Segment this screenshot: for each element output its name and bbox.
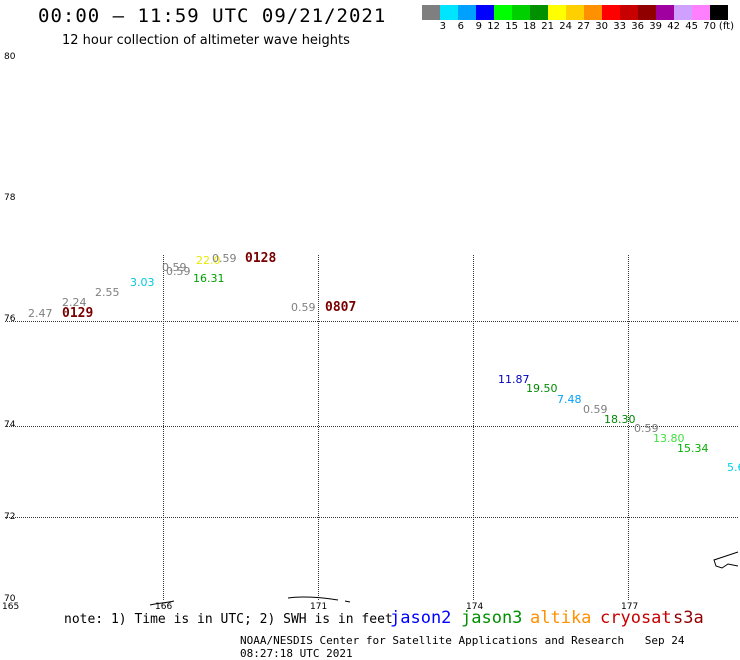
lon-label-174: 174 <box>466 602 484 612</box>
color-legend-ticks: 3 6 9 12 15 18 21 24 27 30 33 36 39 42 45 70 (ft) <box>422 21 740 33</box>
legend-tick-label: 42 <box>667 21 680 32</box>
wave-height-label: 0.59 <box>162 261 187 274</box>
wave-height-label: 13.80 <box>653 432 685 445</box>
map-title: 00:00 – 11:59 UTC 09/21/2021 <box>38 5 387 27</box>
legend-swatch <box>512 5 530 20</box>
satellite-label-jason3: jason3 <box>461 608 523 628</box>
wave-height-label: 18.30 <box>604 413 636 426</box>
legend-swatch <box>674 5 692 20</box>
legend-swatch <box>692 5 710 20</box>
legend-swatch <box>548 5 566 20</box>
wave-height-label: 2.24 <box>62 296 87 309</box>
lon-label-171: 171 <box>310 602 328 612</box>
legend-swatch <box>656 5 674 20</box>
satellite-label-altika: altika <box>530 608 592 628</box>
wave-height-label: 7.48 <box>557 393 582 406</box>
pass-time-label: 0128 <box>245 251 277 266</box>
legend-swatch <box>530 5 548 20</box>
legend-swatch <box>422 5 440 20</box>
wave-height-label: 3.03 <box>130 276 155 289</box>
legend-tick-label: 24 <box>559 21 572 32</box>
legend-tick-label: 18 <box>523 21 536 32</box>
legend-tick-label: 15 <box>505 21 518 32</box>
legend-tick-label: 36 <box>631 21 644 32</box>
wave-height-label: 0.59 <box>634 422 659 435</box>
lat-label-76: 76 <box>4 314 16 324</box>
grid-line-lon-166 <box>163 255 164 600</box>
grid-line-lon-177 <box>628 255 629 600</box>
legend-swatch <box>620 5 638 20</box>
grid-line-lat-76 <box>5 321 738 322</box>
legend-tick-label: 30 <box>595 21 608 32</box>
wave-height-label: 16.31 <box>193 272 225 285</box>
wave-height-label: 15.34 <box>677 442 709 455</box>
legend-tick-label: 3 <box>439 21 446 32</box>
legend-swatch <box>584 5 602 20</box>
credit-line: NOAA/NESDIS Center for Satellite Applica… <box>240 634 740 660</box>
credit-text: NOAA/NESDIS Center for Satellite Applica… <box>240 634 625 647</box>
legend-swatch <box>710 5 728 20</box>
wave-height-label: 0.59 <box>291 301 316 314</box>
legend-tick-label: 9 <box>475 21 482 32</box>
grid-line-lat-74 <box>5 426 738 427</box>
legend-tick-label: 45 <box>685 21 698 32</box>
color-legend <box>422 5 728 20</box>
lat-label-74: 74 <box>4 420 16 430</box>
grid-line-lon-174 <box>473 255 474 600</box>
lat-label-78: 78 <box>4 193 16 203</box>
wave-height-label: 5.6 <box>727 461 740 474</box>
satellite-label-s3a: s3a <box>673 608 704 628</box>
legend-tick-label: (ft) <box>718 21 734 32</box>
wave-height-label: 11.87 <box>498 373 530 386</box>
legend-tick-label: 27 <box>577 21 590 32</box>
lat-label-70: 70 <box>4 594 16 604</box>
legend-swatch <box>638 5 656 20</box>
legend-tick-label: 12 <box>487 21 500 32</box>
lon-label-166: 166 <box>155 602 173 612</box>
wave-height-label: 0.59 <box>583 403 608 416</box>
legend-tick-label: 70 <box>703 21 716 32</box>
map-subtitle: 12 hour collection of altimeter wave hei… <box>62 33 350 48</box>
wave-height-label: 2.55 <box>95 286 120 299</box>
legend-swatch <box>476 5 494 20</box>
grid-line-lat-72 <box>5 517 738 518</box>
legend-tick-label: 21 <box>541 21 554 32</box>
wave-height-label: 2.47 <box>28 307 53 320</box>
legend-swatch <box>566 5 584 20</box>
pass-time-label: 0129 <box>62 306 94 321</box>
legend-swatch <box>440 5 458 20</box>
satellite-label-cryosat: cryosat <box>600 608 672 628</box>
wave-height-label: 22.0 <box>196 254 221 267</box>
wave-height-label: 0.59 <box>212 252 237 265</box>
lon-label-177: 177 <box>621 602 639 612</box>
legend-tick-label: 39 <box>649 21 662 32</box>
legend-swatch <box>458 5 476 20</box>
legend-swatch <box>494 5 512 20</box>
wave-height-label: 0.59 <box>166 265 191 278</box>
legend-tick-label: 6 <box>457 21 464 32</box>
lon-label-165: 165 <box>2 602 20 612</box>
legend-swatch <box>602 5 620 20</box>
grid-line-lon-171 <box>318 255 319 600</box>
pass-time-label: 0807 <box>325 300 357 315</box>
lat-label-80: 80 <box>4 52 16 62</box>
footer-note: note: 1) Time is in UTC; 2) SWH is in fe… <box>64 612 393 627</box>
legend-tick-label: 33 <box>613 21 626 32</box>
wave-height-label: 19.50 <box>526 382 558 395</box>
satellite-label-jason2: jason2 <box>390 608 452 628</box>
